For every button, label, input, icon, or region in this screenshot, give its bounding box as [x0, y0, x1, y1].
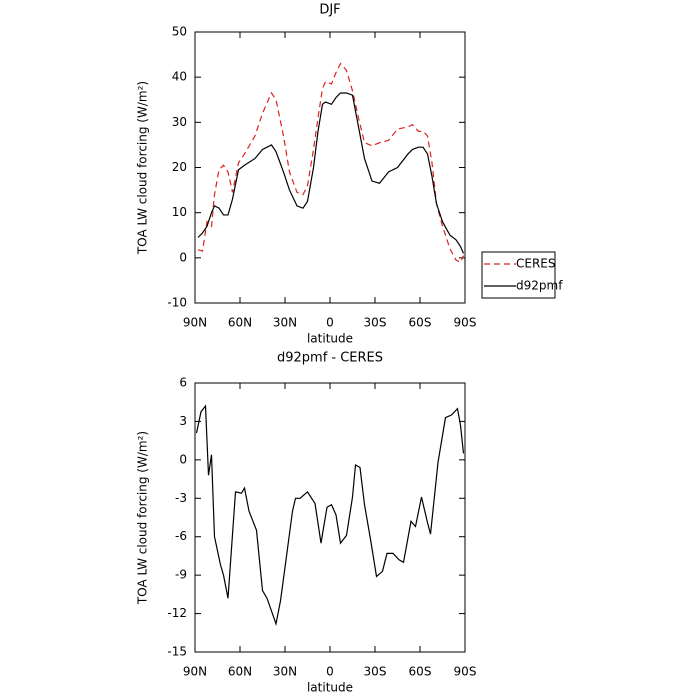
x-tick-label: 30S [364, 316, 387, 330]
legend-label: CERES [516, 257, 556, 271]
chart-title: d92pmf - CERES [277, 351, 383, 366]
x-axis-label: latitude [307, 332, 353, 346]
y-tick-label: -10 [167, 296, 187, 310]
x-tick-label: 60S [409, 316, 432, 330]
y-tick-label: 0 [179, 452, 187, 466]
y-tick-label: 6 [179, 376, 187, 390]
x-tick-label: 60N [228, 316, 252, 330]
plot-frame [194, 382, 466, 653]
plot-frame [194, 31, 466, 304]
x-tick-label: 60S [409, 665, 432, 679]
y-tick-label: 3 [179, 414, 187, 428]
y-tick-label: -6 [175, 529, 187, 543]
x-tick-label: 30N [273, 316, 297, 330]
x-tick-label: 60N [228, 665, 252, 679]
y-tick-label: 30 [172, 115, 187, 129]
y-tick-label: 20 [172, 160, 187, 174]
x-tick-label: 0 [326, 665, 334, 679]
y-tick-label: -12 [167, 606, 187, 620]
data-line [197, 92, 465, 254]
y-tick-label: 0 [179, 250, 187, 264]
x-tick-label: 90N [183, 316, 207, 330]
y-axis-label: TOA LW cloud forcing (W/m²) [136, 431, 150, 605]
x-tick-label: 90S [454, 316, 477, 330]
x-axis-label: latitude [307, 681, 353, 695]
data-line [195, 404, 465, 627]
y-tick-label: -15 [167, 645, 187, 659]
y-tick-label: 40 [172, 70, 187, 84]
x-tick-label: 30N [273, 665, 297, 679]
y-tick-label: 10 [172, 205, 187, 219]
x-tick-label: 30S [364, 665, 387, 679]
y-tick-label: 50 [172, 25, 187, 39]
x-tick-label: 0 [326, 316, 334, 330]
y-axis-label: TOA LW cloud forcing (W/m²) [136, 81, 150, 255]
y-tick-label: -9 [175, 568, 187, 582]
x-tick-label: 90S [454, 665, 477, 679]
chart-title: DJF [319, 3, 340, 18]
legend-box [481, 251, 556, 299]
legend-label: d92pmf [516, 279, 563, 293]
data-line [197, 62, 465, 264]
y-tick-label: -3 [175, 491, 187, 505]
x-tick-label: 90N [183, 665, 207, 679]
